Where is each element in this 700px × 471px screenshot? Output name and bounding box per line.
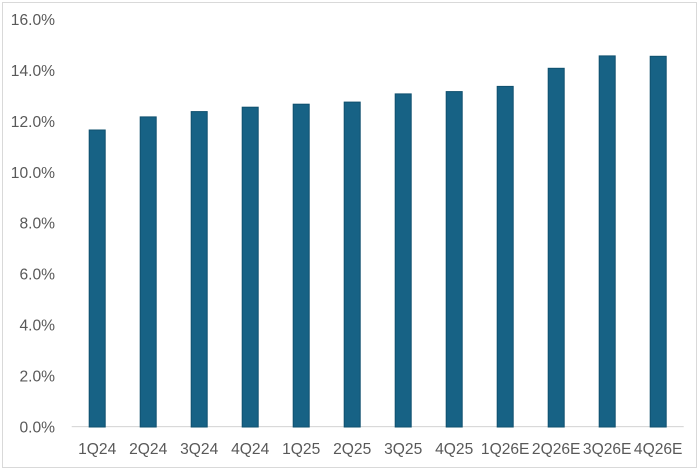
svg-text:6.0%: 6.0% (19, 267, 55, 284)
svg-text:3Q24: 3Q24 (180, 441, 218, 458)
svg-text:1Q25: 1Q25 (282, 441, 320, 458)
svg-text:4Q24: 4Q24 (231, 441, 269, 458)
svg-text:3Q25: 3Q25 (384, 441, 422, 458)
svg-text:16.0%: 16.0% (11, 12, 55, 29)
svg-text:0.0%: 0.0% (19, 420, 55, 437)
svg-text:4.0%: 4.0% (19, 318, 55, 335)
svg-text:12.0%: 12.0% (11, 114, 55, 131)
svg-text:4Q26E: 4Q26E (634, 441, 683, 458)
svg-text:2Q25: 2Q25 (333, 441, 371, 458)
svg-text:1Q24: 1Q24 (78, 441, 116, 458)
svg-text:3Q26E: 3Q26E (583, 441, 632, 458)
svg-text:14.0%: 14.0% (11, 63, 55, 80)
svg-text:2Q26E: 2Q26E (532, 441, 581, 458)
svg-text:8.0%: 8.0% (19, 216, 55, 233)
svg-text:4Q25: 4Q25 (435, 441, 473, 458)
svg-text:2.0%: 2.0% (19, 369, 55, 386)
svg-text:2Q24: 2Q24 (129, 441, 167, 458)
svg-text:1Q26E: 1Q26E (481, 441, 530, 458)
svg-text:10.0%: 10.0% (11, 165, 55, 182)
